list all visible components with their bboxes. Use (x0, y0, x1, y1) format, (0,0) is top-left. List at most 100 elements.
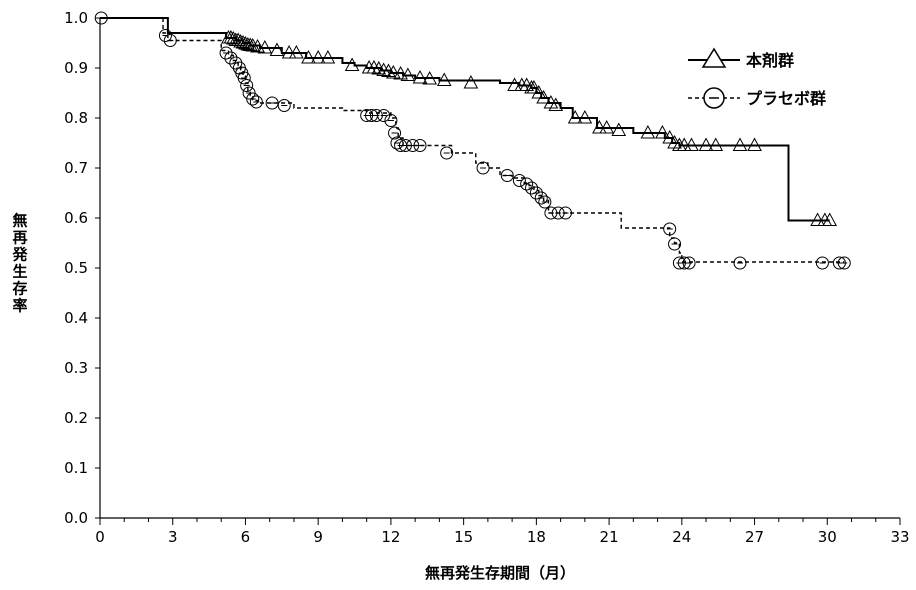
censor-circle-marker (529, 186, 543, 200)
censor-triangle-marker (531, 84, 547, 99)
censor-circle-marker (837, 256, 851, 270)
censor-circle-marker (219, 46, 233, 60)
censor-triangle-marker (436, 72, 452, 86)
censor-triangle-marker (371, 60, 387, 75)
legend-triangle-icon (701, 47, 727, 68)
censor-triangle-marker (344, 57, 360, 71)
censor-triangle-marker (422, 70, 438, 85)
censor-triangle-marker (698, 137, 714, 151)
x-tick-label: 18 (527, 528, 546, 546)
censor-circle-marker (440, 146, 454, 160)
censor-triangle-marker (281, 44, 297, 59)
censor-triangle-marker (310, 49, 326, 64)
x-tick-label: 0 (95, 528, 105, 546)
censor-triangle-marker (526, 79, 542, 94)
censor-triangle-marker (592, 119, 607, 134)
y-tick-label: 0.8 (64, 109, 88, 127)
censor-triangle-marker (747, 137, 762, 151)
censor-triangle-marker (684, 137, 699, 151)
censor-triangle-marker (676, 137, 692, 151)
legend-label-placebo: プラセボ群 (746, 89, 826, 108)
censor-triangle-marker (301, 49, 316, 64)
censor-triangle-marker (366, 59, 382, 74)
censor-triangle-marker (320, 49, 336, 64)
y-tick-label: 0.1 (64, 459, 88, 477)
censor-circle-marker (413, 139, 427, 152)
censor-triangle-marker (708, 137, 724, 151)
censor-circle-marker (538, 195, 552, 209)
censor-circle-marker (158, 29, 172, 42)
series-line (100, 17, 830, 222)
y-tick-label: 1.0 (64, 9, 88, 27)
censor-triangle-marker (376, 62, 391, 76)
censor-circle-marker (94, 11, 108, 25)
censor-triangle-marker (662, 129, 678, 144)
censor-triangle-marker (810, 212, 825, 226)
series-treatment (100, 17, 838, 226)
censor-circle-marker (265, 96, 279, 110)
censor-circle-marker (237, 71, 251, 85)
x-tick-label: 12 (381, 528, 400, 546)
x-tick-label: 15 (454, 528, 473, 546)
legend-label-treatment: 本剤群 (746, 51, 794, 70)
censor-triangle-marker (599, 119, 615, 134)
x-tick-label: 21 (600, 528, 619, 546)
censor-circle-marker (388, 126, 402, 140)
censor-triangle-marker (732, 137, 748, 151)
x-axis-title: 無再発生存期間（月） (425, 564, 575, 582)
censor-circle-marker (500, 169, 514, 182)
series-placebo (94, 11, 851, 270)
censor-triangle-marker (655, 124, 670, 139)
series-line (100, 17, 845, 263)
censor-circle-marker (668, 237, 682, 251)
censor-triangle-marker (250, 38, 265, 53)
censor-circle-marker (476, 161, 490, 175)
y-tick-label: 0.4 (64, 309, 88, 327)
censor-circle-marker (534, 191, 548, 205)
y-tick-label: 0.6 (64, 209, 88, 227)
censor-triangle-marker (289, 44, 304, 59)
x-tick-label: 24 (672, 528, 691, 546)
censor-circle-marker (663, 222, 677, 236)
censor-triangle-marker (577, 109, 593, 124)
censor-circle-marker (390, 136, 404, 150)
censor-circle-marker (558, 206, 572, 220)
x-axis-ticks: 0 3 6 9 12 15 18 21 24 27 30 33 (95, 518, 910, 546)
legend: 本剤群 プラセボ群 (688, 47, 826, 109)
censor-triangle-marker (385, 64, 401, 79)
censor-triangle-marker (507, 77, 522, 91)
censor-triangle-marker (536, 89, 551, 104)
x-tick-label: 6 (241, 528, 251, 546)
censor-circle-marker (277, 99, 291, 112)
censor-circle-marker (249, 95, 263, 109)
y-tick-label: 0.0 (64, 509, 88, 527)
censor-triangle-marker (269, 42, 285, 56)
x-tick-label: 27 (745, 528, 764, 546)
y-tick-label: 0.3 (64, 359, 88, 377)
censor-circle-marker (733, 256, 747, 270)
censor-triangle-marker (238, 35, 253, 50)
censor-triangle-marker (381, 63, 396, 77)
censor-triangle-marker (225, 30, 241, 45)
series-layer (94, 11, 851, 270)
censor-triangle-marker (257, 39, 273, 54)
censor-triangle-marker (611, 122, 627, 136)
censor-circle-marker (246, 92, 260, 106)
censor-circle-marker (815, 256, 829, 270)
censor-circle-marker (520, 177, 534, 191)
censor-triangle-marker (822, 212, 838, 226)
x-tick-label: 9 (313, 528, 323, 546)
y-tick-label: 0.5 (64, 259, 88, 277)
censor-triangle-marker (412, 69, 428, 84)
x-tick-label: 30 (818, 528, 837, 546)
censor-triangle-marker (393, 65, 408, 80)
y-tick-label: 0.7 (64, 159, 88, 177)
censor-triangle-marker (548, 97, 564, 111)
censor-triangle-marker (567, 109, 583, 124)
censor-circle-marker (224, 51, 238, 65)
censor-circle-marker (512, 174, 526, 187)
censor-triangle-marker (245, 37, 261, 52)
censor-triangle-marker (400, 67, 416, 81)
y-axis-ticks: 0.0 0.1 0.2 0.3 0.4 0.5 0.6 0.7 0.8 0.9 1.0 (64, 9, 100, 527)
